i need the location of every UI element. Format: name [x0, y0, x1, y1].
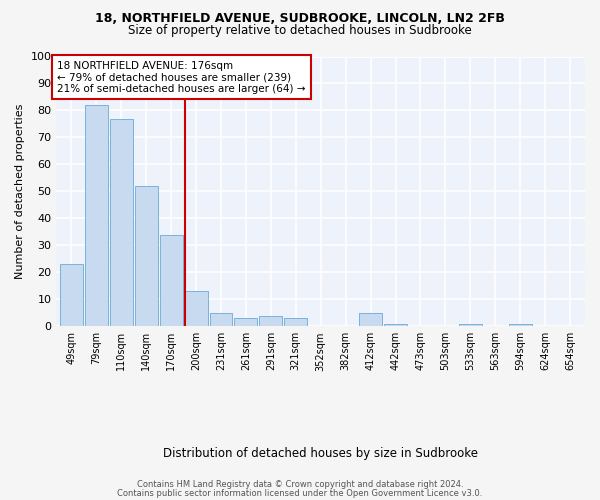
Bar: [284, 318, 307, 326]
Text: Size of property relative to detached houses in Sudbrooke: Size of property relative to detached ho…: [128, 24, 472, 37]
Bar: [60, 264, 83, 326]
Bar: [110, 118, 133, 326]
Bar: [209, 313, 232, 326]
Text: Contains HM Land Registry data © Crown copyright and database right 2024.: Contains HM Land Registry data © Crown c…: [137, 480, 463, 489]
Bar: [160, 234, 182, 326]
Text: 18 NORTHFIELD AVENUE: 176sqm
← 79% of detached houses are smaller (239)
21% of s: 18 NORTHFIELD AVENUE: 176sqm ← 79% of de…: [58, 60, 306, 94]
X-axis label: Distribution of detached houses by size in Sudbrooke: Distribution of detached houses by size …: [163, 447, 478, 460]
Bar: [185, 292, 208, 326]
Bar: [85, 105, 108, 326]
Y-axis label: Number of detached properties: Number of detached properties: [15, 104, 25, 279]
Bar: [384, 324, 407, 326]
Text: Contains public sector information licensed under the Open Government Licence v3: Contains public sector information licen…: [118, 488, 482, 498]
Text: 18, NORTHFIELD AVENUE, SUDBROOKE, LINCOLN, LN2 2FB: 18, NORTHFIELD AVENUE, SUDBROOKE, LINCOL…: [95, 12, 505, 26]
Bar: [459, 324, 482, 326]
Bar: [235, 318, 257, 326]
Bar: [259, 316, 283, 326]
Bar: [135, 186, 158, 326]
Bar: [359, 313, 382, 326]
Bar: [509, 324, 532, 326]
